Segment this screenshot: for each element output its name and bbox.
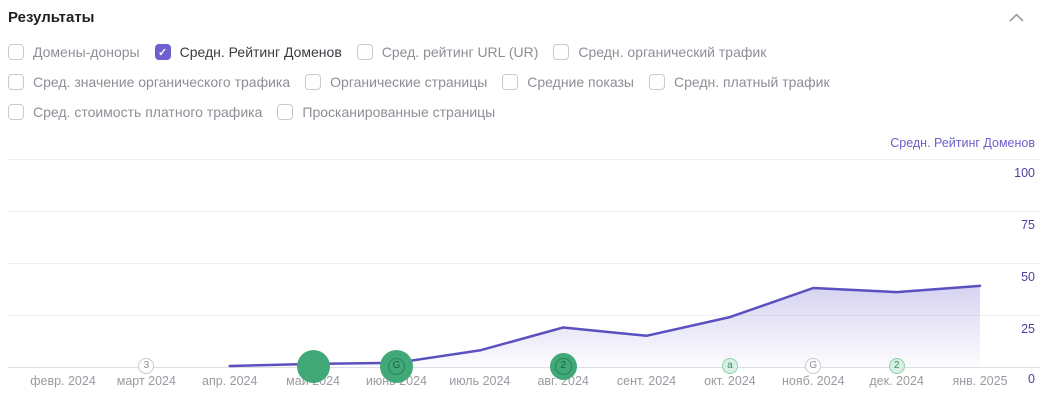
x-tick-label: март 2024 bbox=[116, 374, 176, 388]
metric-label: Средн. платный трафик bbox=[673, 74, 830, 90]
filter-row: Сред. стоимость платного трафика Проскани… bbox=[8, 97, 830, 127]
metric-checkbox[interactable]: Средние показы bbox=[502, 74, 634, 90]
gridline bbox=[8, 211, 1040, 212]
event-badge-icon: G bbox=[387, 357, 405, 375]
metric-label: Органические страницы bbox=[330, 74, 488, 90]
calendar-event-marker[interactable]: 3 bbox=[138, 358, 155, 374]
metric-label: Сред. значение органического трафика bbox=[33, 74, 291, 90]
x-tick-label: янв. 2025 bbox=[952, 374, 1008, 388]
checkbox-icon[interactable] bbox=[305, 74, 322, 90]
metric-checkbox[interactable]: Органические страницы bbox=[305, 74, 487, 90]
x-tick-label: февр. 2024 bbox=[30, 374, 96, 388]
metric-label: Средн. органический трафик bbox=[578, 44, 767, 60]
calendar-event-marker[interactable]: G bbox=[805, 358, 822, 374]
x-tick-label: апр. 2024 bbox=[202, 374, 258, 388]
metric-label: Средн. Рейтинг Доменов bbox=[179, 44, 342, 60]
calendar-event-marker[interactable] bbox=[296, 349, 330, 383]
metric-checkbox[interactable]: Средн. органический трафик bbox=[553, 44, 766, 60]
metric-checkbox[interactable]: Сред. значение органического трафика bbox=[8, 74, 290, 90]
checkbox-icon[interactable] bbox=[8, 104, 24, 120]
series-area bbox=[229, 285, 980, 367]
metric-label: Сред. рейтинг URL (UR) bbox=[381, 44, 539, 60]
checkbox-icon[interactable] bbox=[277, 104, 294, 120]
checkbox-icon[interactable] bbox=[553, 44, 570, 60]
checkbox-icon[interactable] bbox=[502, 74, 519, 90]
chevron-up-icon bbox=[1009, 13, 1024, 21]
y-tick-label: 50 bbox=[1021, 270, 1035, 284]
y-tick-label: 100 bbox=[1014, 166, 1035, 180]
metric-checkbox[interactable]: Сред. стоимость платного трафика bbox=[8, 104, 262, 120]
metric-checkbox[interactable]: Просканированные страницы bbox=[277, 104, 495, 120]
metric-checkbox[interactable]: Средн. платный трафик bbox=[648, 74, 830, 90]
metric-label: Средние показы bbox=[527, 74, 634, 90]
chart-legend: Средн. Рейтинг Доменов bbox=[890, 136, 1035, 150]
filter-row: Домены-доноры ✓ Средн. Рейтинг Доменов Сред… bbox=[8, 37, 830, 67]
gridline bbox=[8, 315, 1040, 316]
x-tick-label: окт. 2024 bbox=[704, 374, 756, 388]
metric-label: Домены-доноры bbox=[33, 44, 140, 60]
gridline bbox=[8, 367, 1040, 368]
checkbox-icon[interactable] bbox=[8, 44, 24, 60]
y-tick-label: 0 bbox=[1028, 372, 1035, 386]
calendar-event-marker[interactable]: 2 bbox=[888, 358, 905, 374]
x-tick-label: нояб. 2024 bbox=[781, 374, 845, 388]
checkbox-checked-icon[interactable]: ✓ bbox=[154, 44, 171, 60]
metric-checkbox[interactable]: Домены-доноры bbox=[8, 44, 140, 60]
x-tick-label: сент. 2024 bbox=[616, 374, 677, 388]
panel-header: Результаты bbox=[8, 5, 1039, 29]
metric-label: Просканированные страницы bbox=[302, 104, 496, 120]
x-tick-label: дек. 2024 bbox=[869, 374, 924, 388]
calendar-event-marker[interactable]: G bbox=[379, 349, 413, 383]
metric-label: Сред. стоимость платного трафика bbox=[33, 104, 263, 120]
metric-checkbox[interactable]: ✓ Средн. Рейтинг Доменов bbox=[154, 44, 342, 60]
series-line bbox=[228, 284, 982, 368]
checkbox-icon[interactable] bbox=[356, 44, 373, 60]
gridline bbox=[8, 159, 1040, 160]
x-tick-label: июль 2024 bbox=[449, 374, 511, 388]
filter-row: Сред. значение органического трафика Орга… bbox=[8, 67, 830, 97]
page-title: Результаты bbox=[8, 8, 95, 26]
event-badge-icon: 2 bbox=[554, 357, 572, 375]
calendar-event-marker[interactable]: a bbox=[721, 358, 738, 374]
collapse-button[interactable] bbox=[1006, 10, 1027, 25]
checkbox-icon[interactable] bbox=[8, 74, 24, 90]
metric-filters: Домены-доноры ✓ Средн. Рейтинг Доменов Сред… bbox=[8, 37, 830, 127]
gridline bbox=[8, 263, 1040, 264]
metric-checkbox[interactable]: Сред. рейтинг URL (UR) bbox=[356, 44, 539, 60]
calendar-event-marker[interactable]: 2 bbox=[549, 352, 577, 380]
checkbox-icon[interactable] bbox=[648, 74, 665, 90]
y-tick-label: 25 bbox=[1021, 322, 1035, 336]
y-tick-label: 75 bbox=[1021, 218, 1035, 232]
